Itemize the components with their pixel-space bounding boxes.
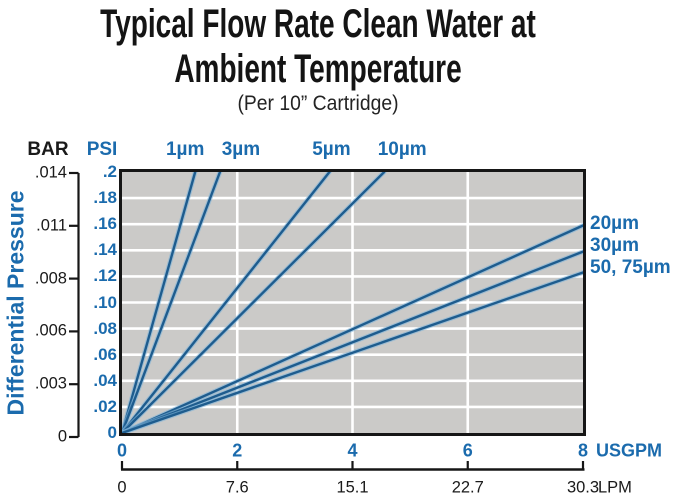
series-label-50, 75µm: 50, 75µm	[590, 257, 671, 279]
plot-border	[119, 169, 586, 436]
lpm-unit-label: LPM	[598, 478, 632, 497]
series-label-3µm: 3µm	[221, 139, 261, 160]
series-label-5µm: 5µm	[312, 139, 351, 160]
bar-tick-label: .014	[34, 163, 67, 182]
series-label-30µm: 30µm	[590, 234, 639, 256]
bar-axis-header: BAR	[27, 139, 69, 160]
psi-tick-label: .02	[93, 396, 117, 416]
series-label-10µm: 10µm	[377, 139, 427, 160]
bar-tick-label: .003	[34, 374, 67, 393]
psi-tick-label: .18	[93, 188, 117, 208]
series-line-1µm	[120, 170, 197, 435]
bar-tick-label: .011	[36, 216, 67, 235]
usgpm-tick-label: 2	[232, 440, 243, 461]
series-line-3µm	[120, 170, 222, 435]
bar-tick-label: .008	[34, 269, 67, 288]
lpm-tick-label: 15.1	[336, 478, 369, 497]
psi-axis-header: PSI	[86, 139, 118, 160]
series-label-20µm: 20µm	[590, 212, 639, 234]
psi-tick-label: .06	[93, 344, 117, 364]
psi-tick-label: .14	[93, 240, 117, 260]
series-line-5µm	[120, 170, 331, 435]
psi-tick-label: .08	[93, 318, 117, 338]
series-line-30µm	[120, 250, 585, 435]
lpm-tick-label: 0	[117, 478, 127, 497]
chart-subtitle: (Per 10” Cartridge)	[237, 92, 399, 115]
chart-title-line2: Ambient Temperature	[174, 47, 462, 91]
series-line-10µm	[120, 170, 386, 435]
usgpm-tick-label: 0	[116, 440, 128, 461]
chart-title: Typical Flow Rate Clean Water at Ambient…	[7, 2, 629, 92]
usgpm-tick-label: 8	[577, 440, 589, 461]
bar-tick-label: 0	[57, 427, 67, 446]
usgpm-unit-label: USGPM	[596, 440, 663, 461]
series-line-50, 75µm	[120, 271, 585, 435]
series-line-20µm	[120, 224, 585, 435]
bar-tick-label: .006	[34, 321, 67, 340]
lpm-tick-label: 7.6	[225, 478, 249, 497]
psi-tick-label: .12	[93, 266, 117, 286]
psi-tick-label: .16	[93, 214, 117, 234]
lpm-tick-label: 22.7	[451, 478, 484, 497]
series-label-1µm: 1µm	[165, 139, 205, 160]
lpm-tick-label: 30.3	[566, 478, 600, 497]
chart-title-line1: Typical Flow Rate Clean Water at	[100, 2, 536, 46]
psi-tick-label: .04	[93, 370, 117, 390]
psi-tick-label: 0	[107, 423, 117, 442]
usgpm-tick-label: 6	[462, 440, 473, 461]
usgpm-tick-label: 4	[347, 440, 358, 461]
psi-tick-label: .10	[93, 292, 117, 312]
psi-tick-label: .2	[102, 162, 117, 181]
